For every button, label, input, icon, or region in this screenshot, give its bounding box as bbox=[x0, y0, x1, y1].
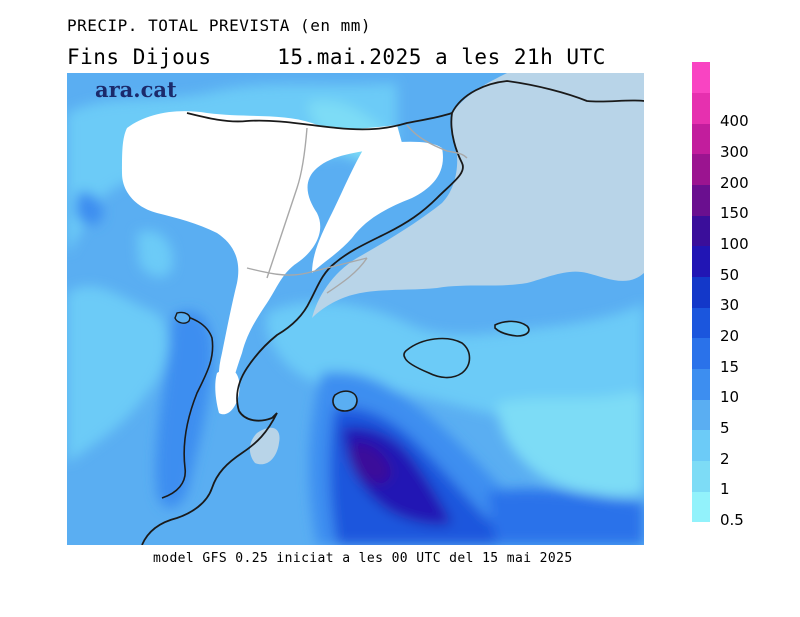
island-menorca bbox=[494, 320, 530, 337]
dry-land bbox=[122, 111, 402, 408]
dry-land-coast bbox=[215, 369, 240, 415]
legend-swatch bbox=[692, 246, 710, 278]
legend-label: 20 bbox=[720, 327, 740, 345]
legend-label: 1 bbox=[720, 480, 730, 499]
legend-swatch bbox=[692, 338, 710, 370]
precipitation-map-graphic bbox=[67, 73, 644, 545]
legend-swatch bbox=[692, 276, 710, 308]
sea-no-rain bbox=[312, 73, 644, 318]
legend-label: 10 bbox=[720, 388, 740, 407]
small-island bbox=[174, 311, 191, 324]
legend-swatch bbox=[692, 430, 710, 462]
color-legend bbox=[692, 62, 710, 523]
legend-label: 150 bbox=[720, 204, 749, 223]
regional-borders bbox=[246, 124, 468, 294]
legend-swatch bbox=[692, 215, 710, 247]
legend-swatch bbox=[692, 399, 710, 431]
legend-label: 2 bbox=[720, 449, 730, 468]
legend-swatch bbox=[692, 92, 710, 124]
legend-label: 30 bbox=[720, 296, 740, 315]
coastline bbox=[141, 80, 644, 545]
legend-swatch bbox=[692, 491, 710, 523]
island-mallorca bbox=[403, 337, 471, 379]
legend-label: 100 bbox=[720, 235, 749, 253]
coastline-west bbox=[161, 312, 214, 499]
ara-cat-logo: ara.cat bbox=[95, 77, 177, 102]
dry-land-east bbox=[312, 141, 443, 273]
island-ibiza bbox=[332, 390, 358, 412]
legend-label: 50 bbox=[720, 265, 740, 284]
legend-label: 15 bbox=[720, 357, 740, 376]
coastline-north bbox=[186, 112, 453, 131]
map-subtitle: Fins Dijous 15.mai.2025 a les 21h UTC bbox=[67, 45, 606, 69]
model-caption: model GFS 0.25 iniciat a les 00 UTC del … bbox=[153, 551, 573, 566]
legend-swatch bbox=[692, 184, 710, 216]
legend-swatch bbox=[692, 123, 710, 155]
legend-label: 0.5 bbox=[720, 511, 744, 529]
legend-swatch bbox=[692, 368, 710, 400]
legend-label: 300 bbox=[720, 143, 749, 161]
precipitation-map: ara.cat bbox=[67, 73, 644, 545]
legend-label: 400 bbox=[720, 112, 749, 131]
legend-swatch bbox=[692, 62, 710, 94]
map-title: PRECIP. TOTAL PREVISTA (en mm) bbox=[67, 16, 371, 35]
legend-label: 200 bbox=[720, 173, 749, 192]
sea-no-rain-south bbox=[249, 427, 280, 465]
legend-swatch bbox=[692, 154, 710, 186]
legend-label: 5 bbox=[720, 419, 730, 437]
legend-swatch bbox=[692, 460, 710, 492]
legend-swatch bbox=[692, 307, 710, 339]
